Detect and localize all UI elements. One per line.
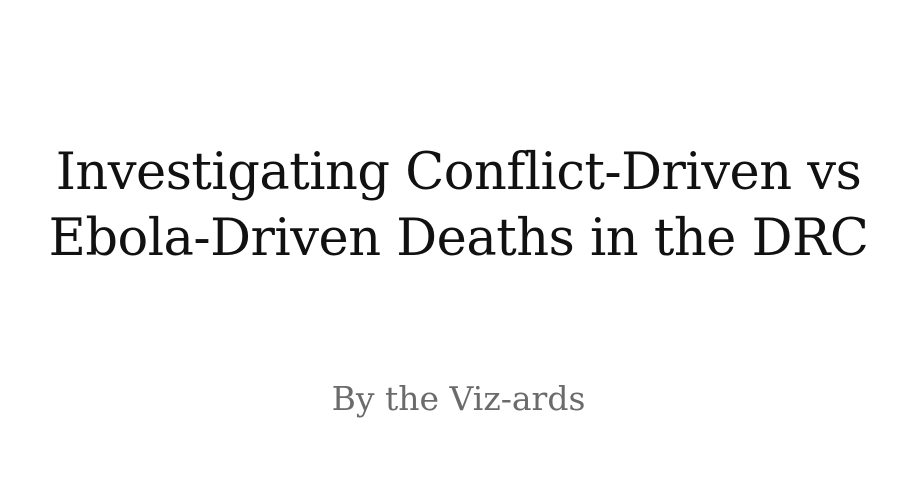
title-line-1: Investigating Conflict-Driven vs xyxy=(55,143,862,202)
page-title: Investigating Conflict-Driven vs Ebola-D… xyxy=(0,140,917,272)
byline: By the Viz-ards xyxy=(331,379,586,418)
title-line-2: Ebola-Driven Deaths in the DRC xyxy=(48,209,869,268)
